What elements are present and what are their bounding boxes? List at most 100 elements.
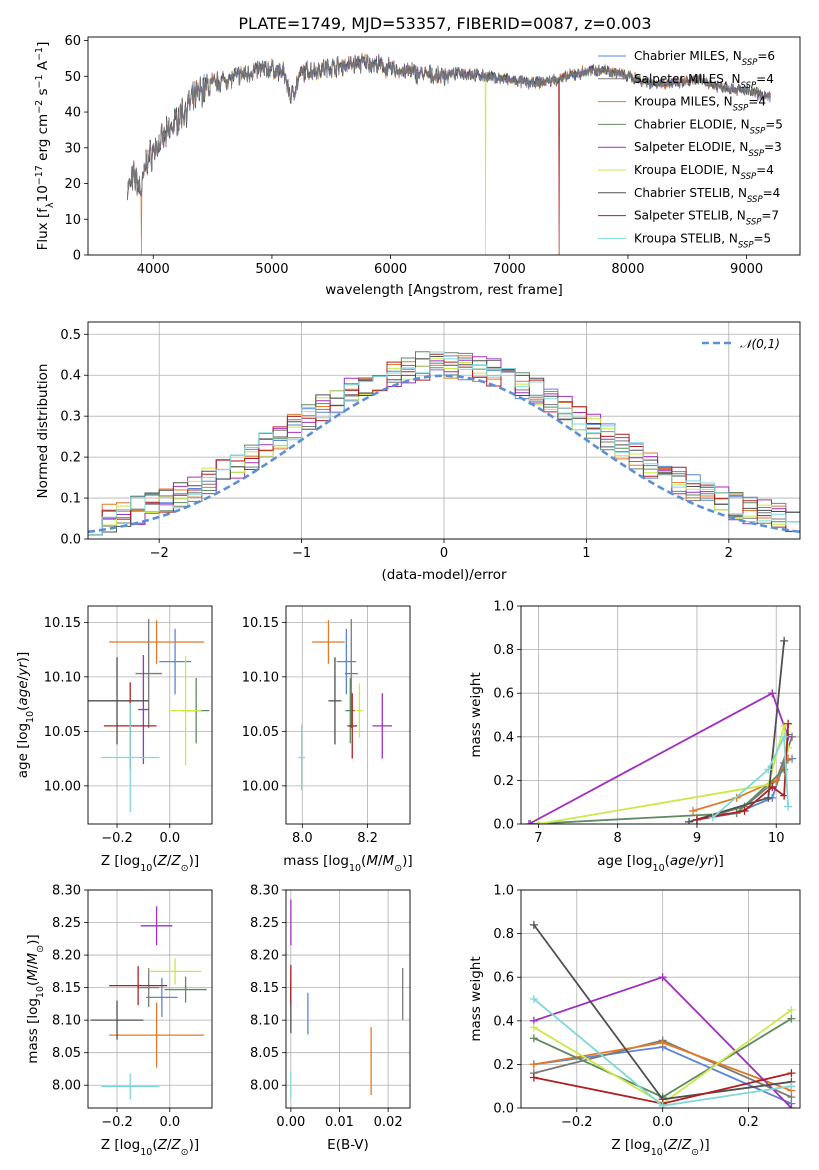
label-part: mass weight — [468, 672, 484, 757]
legend-entry: Salpeter MILES, NSSP=4 — [634, 72, 774, 91]
weight-series — [529, 995, 796, 1108]
axis-label: Z [log10(Z/Z⊙)] — [101, 1137, 199, 1158]
x-tick-label: 10 — [768, 831, 785, 846]
legend-entry: Kroupa STELIB, NSSP=5 — [634, 231, 771, 250]
legend-name: Salpeter MILES, N — [634, 72, 741, 86]
x-tick-label: 7000 — [493, 262, 526, 277]
axes-frame: 0.00 0.01 0.02 8.00 8.05 8.10 8.15 8.20 8.25 8.30 — [250, 884, 411, 1130]
y-tick-label: 8.10 — [250, 1014, 279, 1029]
legend-entry: Chabrier STELIB, NSSP=4 — [634, 186, 780, 205]
label-part: age — [670, 853, 695, 869]
weight-marker — [787, 1069, 796, 1078]
legend-n: =3 — [764, 140, 782, 154]
y-tick-label: 8.15 — [52, 981, 81, 996]
legend-name: Chabrier STELIB, N — [634, 186, 747, 200]
axis-label: wavelength [Angstrom, rest frame] — [325, 282, 563, 298]
label-part: / — [677, 1137, 682, 1153]
legend-sub: SSP — [742, 58, 758, 68]
label-part: −1 — [34, 47, 45, 61]
y-tick-label: 50 — [64, 70, 81, 85]
errorbar-point — [138, 655, 149, 765]
y-tick-label: 0.0 — [493, 1102, 514, 1117]
y-tick-label: 8.15 — [250, 981, 279, 996]
histogram-step — [88, 351, 800, 536]
label-part: mass weight — [468, 956, 484, 1041]
y-tick-label: 20 — [64, 177, 81, 192]
plot-area — [90, 906, 207, 1100]
x-tick-label: −2 — [150, 546, 169, 561]
y-tick-label: 0.3 — [60, 410, 81, 425]
axes-border — [285, 605, 411, 825]
weight-marker — [780, 732, 789, 741]
label-part: 10 — [651, 1147, 663, 1158]
weight-marker — [688, 806, 697, 815]
legend-n: =7 — [761, 209, 779, 223]
errorbar-point — [90, 1000, 144, 1040]
axes-frame: −0.2 0.0 8.00 8.05 8.10 8.15 8.20 8.25 8.30 — [52, 884, 213, 1130]
axes-border — [87, 36, 801, 256]
legend-sub: SSP — [741, 81, 757, 91]
weight-marker — [784, 719, 793, 728]
errorbar-point — [88, 657, 149, 745]
x-tick-label: 7 — [534, 831, 542, 846]
y-tick-label: 0.4 — [493, 730, 514, 745]
legend: 𝒩(0,1) — [702, 337, 780, 351]
x-tick-label: 8 — [614, 831, 622, 846]
label-part: ( — [152, 853, 157, 869]
plot-area — [524, 636, 797, 824]
y-tick-label: 8.30 — [52, 884, 81, 899]
weight-marker — [529, 1023, 538, 1032]
label-part: Flux [f — [35, 207, 51, 251]
axes-frame: 8.0 8.2 10.00 10.05 10.10 10.15 — [242, 605, 411, 846]
y-tick-label: 10 — [64, 213, 81, 228]
label-part: Z — [157, 853, 168, 869]
x-tick-label: −0.2 — [101, 831, 133, 846]
label-part: yr — [15, 661, 31, 677]
label-part: / — [695, 853, 700, 869]
y-tick-label: 0.8 — [493, 927, 514, 942]
errorbar-point — [347, 693, 358, 759]
label-part: Normed distribution — [35, 364, 51, 499]
errorbar-point — [109, 620, 205, 664]
y-tick-label: 0.5 — [60, 328, 81, 343]
errorbar-point — [140, 906, 173, 946]
label-part: )] — [15, 652, 31, 663]
y-tick-label: 8.30 — [250, 884, 279, 899]
label-part: −17 — [34, 165, 45, 185]
y-tick-label: 10.15 — [242, 616, 279, 631]
axis-label: age [log10(age/yr)] — [15, 652, 36, 778]
weight-marker — [787, 1104, 796, 1108]
errorbar-point — [345, 677, 356, 744]
y-tick-label: 8.20 — [250, 949, 279, 964]
y-tick-label: 0 — [73, 249, 81, 264]
axis-label: (data-model)/error — [381, 567, 507, 583]
x-tick-label: 0.0 — [159, 831, 180, 846]
label-part: )] — [402, 853, 413, 869]
y-tick-label: 10.05 — [242, 725, 279, 740]
x-tick-label: 8.0 — [292, 831, 313, 846]
label-part: s — [35, 88, 51, 99]
y-tick-label: 30 — [64, 141, 81, 156]
label-part: ( — [25, 981, 41, 986]
label-part: / — [378, 853, 383, 869]
weight-marker — [529, 1034, 538, 1043]
weight-marker — [529, 995, 538, 1003]
x-tick-label: 4000 — [137, 262, 170, 277]
weight-marker — [658, 1101, 667, 1108]
label-part: erg cm — [35, 114, 51, 165]
weight-marker — [685, 817, 694, 824]
label-part: Z [log — [101, 1137, 140, 1153]
legend-name: Kroupa STELIB, N — [634, 231, 738, 245]
y-tick-label: 8.10 — [52, 1014, 81, 1029]
legend-name: Salpeter ELODIE, N — [634, 140, 748, 154]
y-tick-label: 1.0 — [493, 600, 514, 615]
label-part: wavelength [Angstrom, rest frame] — [325, 282, 563, 298]
y-tick-label: 8.20 — [52, 949, 81, 964]
axis-label: mass weight — [468, 672, 484, 757]
y-tick-label: 8.25 — [52, 916, 81, 931]
label-part: 10 — [653, 863, 665, 874]
axes-frame: 4000 5000 6000 7000 8000 9000 0 10 20 30 40 50 60 — [64, 34, 801, 277]
y-tick-label: 0.0 — [493, 818, 514, 833]
